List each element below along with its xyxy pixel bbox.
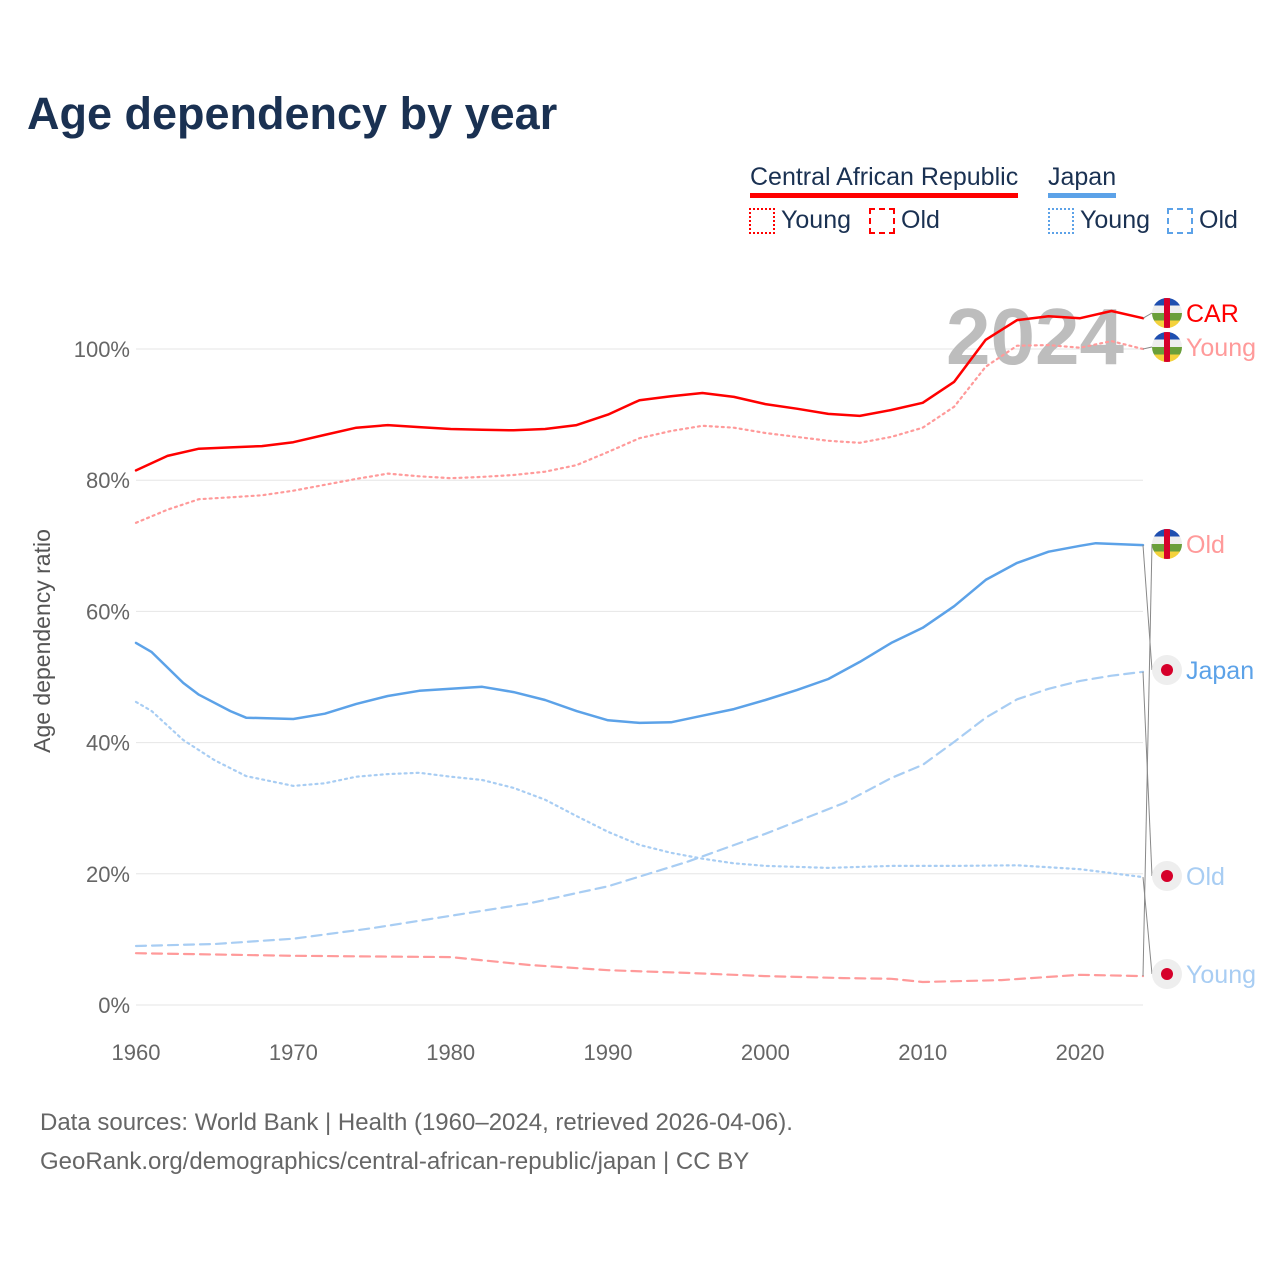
legend-japan-line: [1048, 193, 1117, 198]
series-line-japan: [134, 541, 1145, 725]
series-end-label: Old: [1186, 863, 1225, 891]
x-tick-label: 1970: [269, 1040, 318, 1065]
legend-car-young-label: Young: [781, 206, 851, 234]
dotted-swatch-icon: [749, 207, 775, 234]
x-tick-label: 1960: [112, 1040, 161, 1065]
x-tick-label: 2010: [898, 1040, 947, 1065]
series-end-label: Old: [1186, 531, 1225, 559]
flag-center-band: [1164, 529, 1170, 559]
series-line-central-african-republic-old: [134, 952, 1145, 984]
y-tick-label: 80%: [86, 468, 130, 493]
dotted-swatch-icon: [1048, 207, 1074, 234]
legend-car-old-label: Old: [901, 206, 940, 234]
japan-flag-icon: [1152, 861, 1182, 891]
x-tick-label: 2000: [741, 1040, 790, 1065]
footer-source: Data sources: World Bank | Health (1960–…: [40, 1109, 793, 1136]
y-tick-label: 60%: [86, 599, 130, 624]
flag-stripes: [1152, 529, 1182, 559]
legend-japan-young[interactable]: Young: [1048, 206, 1150, 235]
flag-center-band: [1164, 298, 1170, 328]
flag-sun: [1161, 968, 1173, 980]
y-tick-label: 20%: [86, 862, 130, 887]
series-end-label: CAR: [1186, 300, 1239, 328]
legend-japan-old[interactable]: Old: [1167, 206, 1238, 235]
y-tick-label: 100%: [74, 337, 130, 362]
japan-flag-icon: [1152, 959, 1182, 989]
x-tick-label: 2020: [1056, 1040, 1105, 1065]
y-tick-label: 40%: [86, 731, 130, 756]
legend-car-line: [750, 193, 1019, 198]
series-line-japan-young: [134, 700, 1145, 879]
year-watermark: 2024: [946, 292, 1124, 381]
flag-stripes: [1152, 298, 1182, 328]
legend-car-young[interactable]: Young: [749, 206, 851, 235]
legend-car-old[interactable]: Old: [869, 206, 940, 235]
dashed-swatch-icon: [869, 207, 895, 234]
legend-japan-old-label: Old: [1199, 206, 1238, 234]
series-line-central-african-republic-young: [134, 340, 1145, 524]
label-connector: [1142, 543, 1153, 977]
legend-car-label: Central African Republic: [750, 163, 1019, 191]
label-connector: [1142, 877, 1153, 975]
flag-center-band: [1164, 332, 1170, 362]
car-flag-icon: [1152, 298, 1182, 328]
series-end-label: Japan: [1186, 657, 1254, 685]
footer-link[interactable]: GeoRank.org/demographics/central-african…: [40, 1148, 750, 1175]
flag-sun: [1161, 664, 1173, 676]
flag-sun: [1161, 870, 1173, 882]
legend-japan-young-label: Young: [1080, 206, 1150, 234]
y-tick-label: 0%: [98, 993, 130, 1018]
flag-stripes: [1152, 332, 1182, 362]
car-flag-icon: [1152, 332, 1182, 362]
car-flag-icon: [1152, 529, 1182, 559]
legend-japan-label: Japan: [1048, 163, 1117, 191]
japan-flag-icon: [1152, 655, 1182, 685]
series-end-label: Young: [1186, 961, 1256, 989]
legend-car[interactable]: Central African Republic: [750, 163, 1019, 198]
label-connector: [1142, 346, 1153, 350]
x-tick-label: 1990: [584, 1040, 633, 1065]
label-connector: [1142, 312, 1153, 319]
label-connector: [1142, 671, 1153, 877]
chart-title: Age dependency by year: [27, 88, 558, 139]
label-connector: [1142, 545, 1153, 671]
series-end-label: Young: [1186, 334, 1256, 362]
y-axis-label: Age dependency ratio: [29, 529, 55, 753]
legend-japan[interactable]: Japan: [1048, 163, 1117, 198]
dashed-swatch-icon: [1167, 207, 1193, 234]
series-line-central-african-republic: [134, 309, 1145, 472]
x-tick-label: 1980: [426, 1040, 475, 1065]
series-line-japan-old: [134, 670, 1145, 948]
